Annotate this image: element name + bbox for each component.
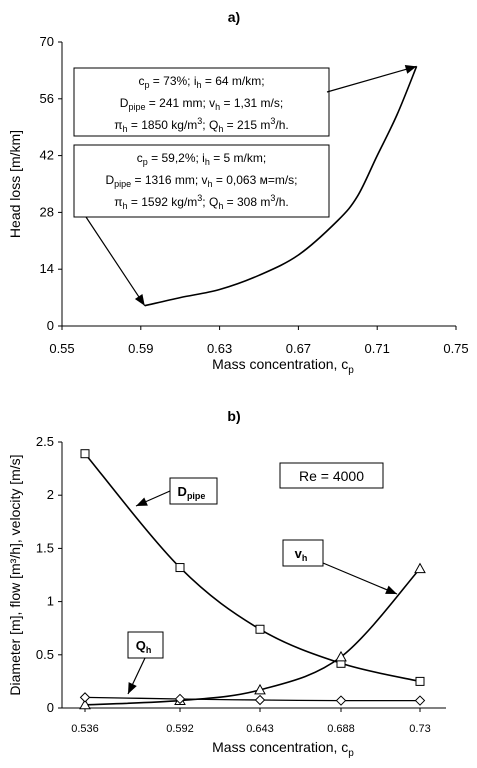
chart-b-x-tick-label: 0.73: [409, 723, 430, 735]
chart-a-x-tick-label: 0.55: [49, 341, 74, 356]
chart-b-point-v: [79, 698, 91, 710]
chart-b-y-tick-label: 2: [47, 487, 54, 502]
chart-a-x-tick-label: 0.67: [286, 341, 311, 356]
chart-b-reynolds-text: Re = 4000: [299, 468, 364, 484]
chart-a: 0 14 28 42 56 70 0.55 0.59 0.63 0.67 0.71 0.75 cp =…: [40, 34, 469, 356]
chart-b-point-D: [80, 449, 90, 459]
chart-b-legend-label-Q: Qh: [136, 638, 152, 655]
chart-a-annotation-arrow: [85, 216, 146, 307]
chart-b-reynolds-box: [279, 462, 384, 489]
chart-b-y-tick-label: 2.5: [36, 434, 54, 449]
chart-b-series-Q-line: [84, 696, 420, 702]
chart-b-x-tick-label: 0.592: [166, 723, 194, 735]
chart-a-annotation-text: cp = 73%; ih = 64 m/km;: [138, 74, 264, 90]
chart-a-annotation-text: Dpipe = 241 mm; vh = 1,31 m/s;: [120, 96, 283, 112]
chart-a-y-tick-label: 56: [40, 91, 54, 106]
chart-b-x-tick-label: 0.688: [327, 723, 355, 735]
chart-a-y-tick-label: 42: [40, 148, 54, 163]
chart-b-y-tick-label: 1: [47, 594, 54, 609]
chart-a-series-line: [144, 66, 418, 307]
chart-a-arrowhead: [404, 65, 417, 74]
chart-b-x-tick-label: 0.536: [71, 723, 99, 735]
chart-a-x-tick-label: 0.71: [365, 341, 390, 356]
chart-b-point-Q: [254, 694, 266, 706]
chart-a-annotation-box: [73, 67, 330, 137]
chart-b-legend-label-v: vh: [295, 546, 308, 563]
chart-b-series-D-line: [84, 453, 421, 683]
chart-b-point-v: [414, 562, 426, 574]
panel-b-label: b): [227, 408, 240, 424]
chart-b-y-tick-label: 1.5: [36, 540, 54, 555]
chart-a-x-tick-label: 0.59: [128, 341, 153, 356]
chart-a-annotation-text: πh = 1850 kg/m3; Qh = 215 m3/h.: [114, 116, 288, 134]
chart-b-legend-box-Q: [127, 631, 164, 659]
chart-a-x-tick-label: 0.75: [443, 341, 468, 356]
chart-a-y-tick-label: 0: [47, 318, 54, 333]
chart-a-annotation-arrow: [326, 65, 417, 93]
chart-b-y-tick-label: 0.5: [36, 647, 54, 662]
chart-b-point-v: [254, 683, 266, 695]
chart-b-point-Q: [79, 692, 91, 703]
chart-a-x-label: Mass concentration, cp: [212, 356, 354, 376]
chart-b-legend-arrowhead-Q: [128, 682, 137, 694]
chart-b-point-D: [255, 624, 265, 634]
chart-b-legend-arrowhead-v: [385, 585, 397, 594]
chart-b-x-label: Mass concentration, cp: [212, 739, 354, 759]
panel-a-label: a): [228, 9, 240, 25]
chart-b-legend-box-v: [282, 539, 324, 567]
chart-b-legend-arrowhead-D: [136, 497, 148, 506]
chart-b-point-Q: [414, 695, 426, 706]
chart-b-y-tick-label: 0: [47, 700, 54, 715]
chart-a-arrowhead: [134, 294, 145, 306]
chart-b-x-tick-label: 0.643: [246, 723, 274, 735]
chart-b-point-Q: [335, 695, 347, 706]
chart-a-annotation-text: cp = 59,2%; ih = 5 m/km;: [137, 151, 266, 167]
chart-b-legend-label-D: Dpipe: [178, 484, 206, 501]
chart-a-x-tick-label: 0.63: [207, 341, 232, 356]
chart-b-point-D: [175, 563, 185, 573]
chart-a-y-tick-label: 70: [40, 34, 54, 49]
chart-b-point-D: [415, 676, 425, 686]
chart-b-point-v: [335, 650, 347, 662]
chart-a-y-tick-label: 28: [40, 204, 54, 219]
chart-a-y-label: Head loss [m/km]: [7, 130, 23, 238]
chart-a-y-tick-label: 14: [40, 261, 54, 276]
chart-a-annotation-box: [73, 144, 330, 218]
chart-a-annotation-text: Dpipe = 1316 mm; vh = 0,063 м=m/s;: [105, 173, 297, 189]
chart-b-point-Q: [174, 693, 186, 705]
chart-b: 0 0.5 1 1.5 2 2.5 0.536 0.592 0.643 0.688 0.73 Re …: [36, 434, 446, 735]
chart-a-annotation-text: πh = 1592 kg/m3; Qh = 308 m3/h.: [114, 193, 288, 211]
chart-b-legend-arrow-v: [322, 562, 398, 595]
chart-b-y-label: Diameter [m], flow [m³/h], velocity [m/s…: [7, 454, 23, 695]
